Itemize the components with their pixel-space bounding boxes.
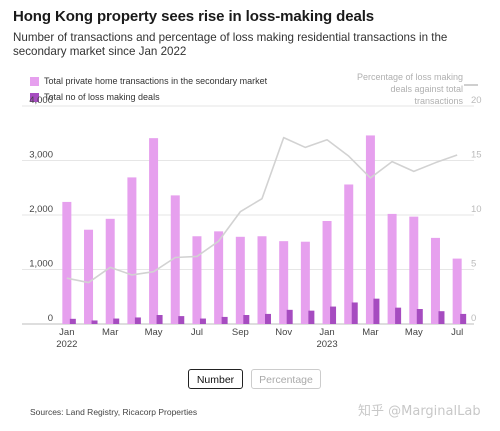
bar-total — [235, 236, 245, 324]
bar-loss — [69, 318, 76, 324]
x-tick-label: May — [145, 327, 163, 338]
bar-total — [214, 231, 224, 324]
x-tick-label: Jan — [319, 327, 334, 338]
bar-loss — [243, 315, 250, 324]
bar-loss — [286, 309, 293, 324]
chart-subtitle: Number of transactions and percentage of… — [13, 31, 448, 58]
bar-total — [387, 213, 397, 324]
legend-swatch-loss — [30, 92, 39, 102]
bar-total — [365, 135, 375, 324]
bar-loss — [395, 307, 402, 324]
bar-loss — [199, 318, 206, 324]
x-tick-year-label: 2022 — [56, 339, 77, 350]
y-axis-left-labels: 0 1,000 2,000 3,000 4,000 — [29, 95, 53, 324]
y2-tick-label: 0 — [471, 313, 476, 324]
y2-tick-label: 15 — [471, 150, 482, 161]
bar-total — [192, 236, 202, 324]
bar-loss — [373, 298, 380, 324]
y-tick-label: 3,000 — [29, 150, 53, 161]
x-tick-label: Jul — [451, 327, 463, 338]
bars-loss-making — [69, 298, 467, 324]
y-tick-label: 2,000 — [29, 204, 53, 215]
x-tick-label: Sep — [232, 327, 249, 338]
bar-total — [105, 218, 115, 324]
y2-tick-label: 10 — [471, 204, 482, 215]
bar-total — [84, 229, 94, 324]
bar-total — [409, 216, 419, 324]
bar-total — [279, 241, 289, 324]
legend-label-loss: Total no of loss making deals — [44, 92, 160, 102]
bar-loss — [438, 311, 445, 324]
chart-title: Hong Kong property sees rise in loss-mak… — [13, 8, 375, 25]
legend-left: Total private home transactions in the s… — [30, 73, 267, 105]
bar-loss — [416, 309, 423, 324]
bar-loss — [178, 316, 185, 324]
bar-loss — [156, 315, 163, 324]
legend-label-percentage-line2: deals against total transactions — [390, 84, 463, 106]
bar-total — [62, 201, 72, 324]
legend-item-total: Total private home transactions in the s… — [30, 73, 267, 89]
bar-total — [430, 237, 440, 324]
bar-loss — [265, 313, 271, 324]
x-tick-label: Mar — [362, 327, 378, 338]
bar-total — [452, 258, 462, 324]
bar-loss — [221, 316, 228, 324]
legend-line-percentage — [464, 84, 478, 86]
toggle-number-button[interactable]: Number — [188, 369, 243, 389]
legend-item-loss: Total no of loss making deals — [30, 89, 267, 105]
bar-loss — [308, 310, 315, 324]
bar-total — [300, 241, 310, 324]
bar-loss — [351, 302, 358, 324]
y-axis-right-labels: 0 5 10 15 20 — [471, 95, 482, 324]
y-tick-label: 1,000 — [29, 259, 53, 270]
bar-total — [344, 184, 354, 324]
toggle-percentage-button[interactable]: Percentage — [251, 369, 321, 389]
bar-loss — [113, 318, 120, 324]
y2-tick-label: 5 — [471, 259, 476, 270]
legend-label-percentage-line1: Percentage of loss making — [356, 72, 463, 82]
bar-loss — [460, 313, 467, 324]
legend-item-percentage: Percentage of loss making deals against … — [340, 71, 463, 107]
bar-loss — [134, 317, 141, 324]
x-tick-label: Nov — [275, 327, 292, 338]
bar-total — [257, 236, 267, 324]
bar-total — [170, 195, 180, 324]
x-tick-label: Mar — [102, 327, 118, 338]
y-tick-label: 4,000 — [29, 95, 53, 106]
x-tick-label: Jul — [191, 327, 203, 338]
bar-loss — [91, 320, 98, 324]
x-tick-label: May — [405, 327, 423, 338]
bar-total — [127, 177, 137, 324]
source-note: Sources: Land Registry, Ricacorp Propert… — [30, 407, 198, 417]
y-tick-label: 0 — [48, 313, 53, 324]
x-tick-year-label: 2023 — [316, 339, 337, 350]
legend-label-total: Total private home transactions in the s… — [44, 76, 268, 86]
x-tick-label: Jan — [59, 327, 74, 338]
y2-tick-label: 20 — [471, 95, 482, 106]
watermark: 知乎 @MarginalLab — [358, 404, 481, 419]
percentage-line-group — [66, 136, 458, 284]
bar-total — [322, 220, 332, 324]
percentage-line — [66, 136, 458, 284]
bar-total — [149, 138, 159, 324]
bars-total-transactions — [62, 135, 462, 324]
bar-loss — [330, 306, 337, 324]
legend-swatch-total — [30, 76, 39, 86]
